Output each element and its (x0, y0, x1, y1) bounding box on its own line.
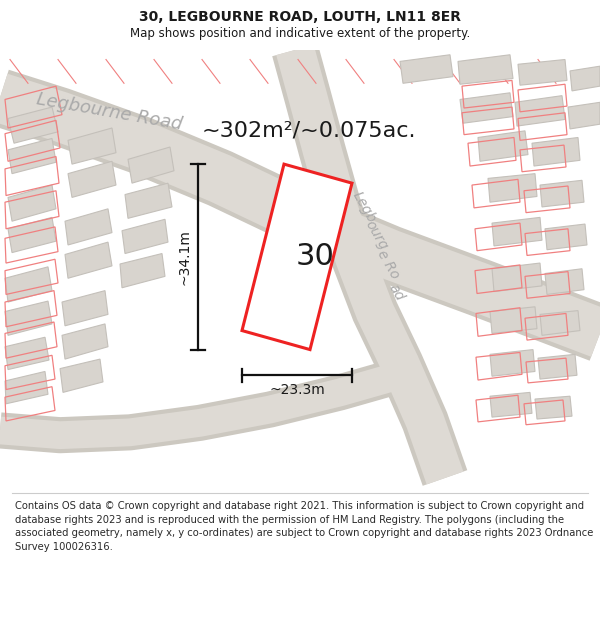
Polygon shape (68, 161, 116, 198)
Polygon shape (62, 324, 108, 359)
Text: 30, LEGBOURNE ROAD, LOUTH, LN11 8ER: 30, LEGBOURNE ROAD, LOUTH, LN11 8ER (139, 10, 461, 24)
Polygon shape (8, 107, 58, 143)
Polygon shape (478, 131, 528, 161)
Polygon shape (492, 217, 542, 246)
Polygon shape (458, 55, 513, 84)
Text: Legb: Legb (350, 189, 379, 225)
Polygon shape (460, 92, 513, 123)
Polygon shape (532, 138, 580, 166)
Text: Legbourne Road: Legbourne Road (35, 90, 184, 134)
Text: ~302m²/~0.075ac.: ~302m²/~0.075ac. (202, 121, 416, 141)
Text: Contains OS data © Crown copyright and database right 2021. This information is : Contains OS data © Crown copyright and d… (15, 501, 593, 552)
Polygon shape (490, 392, 532, 417)
Polygon shape (5, 371, 48, 404)
Polygon shape (545, 269, 584, 294)
Polygon shape (490, 349, 535, 376)
Polygon shape (122, 219, 168, 254)
Polygon shape (540, 311, 580, 336)
Polygon shape (492, 263, 542, 292)
Polygon shape (518, 59, 567, 85)
Text: ourg: ourg (362, 218, 390, 252)
Polygon shape (60, 359, 103, 392)
Polygon shape (62, 291, 108, 326)
Polygon shape (5, 338, 49, 369)
Polygon shape (242, 164, 352, 349)
Polygon shape (545, 224, 587, 250)
Polygon shape (538, 354, 577, 379)
Polygon shape (540, 180, 584, 207)
Polygon shape (515, 96, 565, 126)
Polygon shape (400, 55, 453, 83)
Text: ~23.3m: ~23.3m (269, 384, 325, 398)
Polygon shape (125, 183, 172, 218)
Polygon shape (8, 139, 56, 174)
Polygon shape (5, 267, 52, 302)
Polygon shape (120, 254, 165, 288)
Text: Map shows position and indicative extent of the property.: Map shows position and indicative extent… (130, 27, 470, 40)
Polygon shape (490, 307, 537, 333)
Polygon shape (128, 147, 174, 183)
Polygon shape (65, 209, 112, 245)
Polygon shape (570, 66, 600, 91)
Polygon shape (8, 185, 56, 221)
Text: ~34.1m: ~34.1m (177, 229, 191, 285)
Text: 30: 30 (296, 242, 334, 271)
Text: ad: ad (386, 281, 407, 304)
Polygon shape (5, 301, 52, 336)
Text: e Ro: e Ro (374, 247, 401, 281)
Polygon shape (535, 396, 572, 419)
Polygon shape (65, 242, 112, 278)
Polygon shape (568, 102, 600, 129)
Polygon shape (8, 217, 56, 252)
Polygon shape (68, 128, 116, 164)
Polygon shape (488, 174, 537, 202)
